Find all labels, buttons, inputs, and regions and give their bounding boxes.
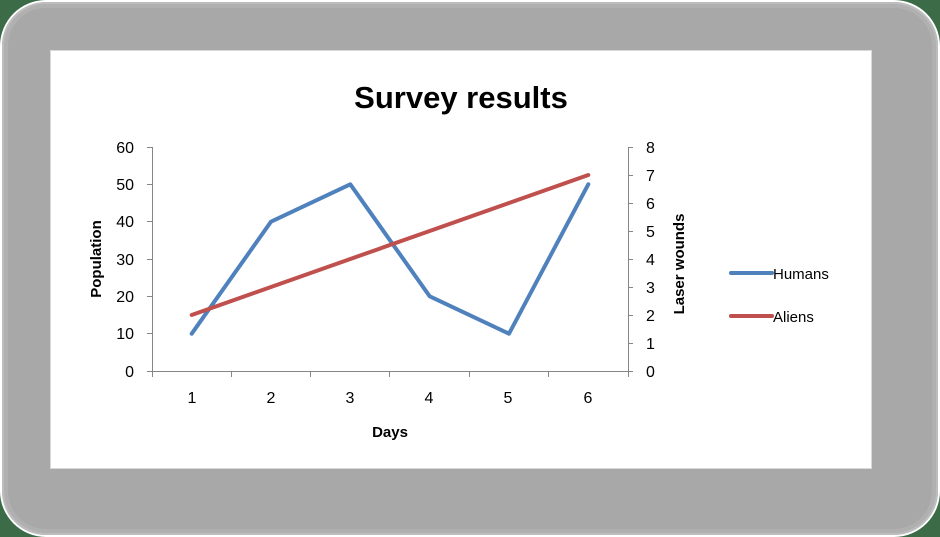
svg-text:0: 0 [125,364,134,381]
legend: Humans Aliens [729,266,829,326]
chart-panel [50,50,872,469]
legend-label-humans: Humans [773,266,829,283]
legend-item-aliens: Aliens [729,309,814,326]
svg-text:8: 8 [646,140,655,157]
svg-text:30: 30 [116,252,134,269]
x-axis-label: Days [372,424,408,441]
svg-text:3: 3 [646,280,655,297]
svg-text:10: 10 [116,326,134,343]
series-line-humans [189,182,591,336]
svg-text:60: 60 [116,140,134,157]
series-line-aliens [189,173,591,317]
legend-label-aliens: Aliens [773,309,814,326]
svg-text:20: 20 [116,289,134,306]
svg-text:0: 0 [646,364,655,381]
y-axis-left-ticks: 60 50 40 30 20 10 0 [116,140,134,381]
y-axis-right-label: Laser wounds [671,214,688,315]
y-axis-left-label: Population [88,220,105,298]
svg-text:1: 1 [646,336,655,353]
svg-text:5: 5 [504,390,513,407]
svg-text:40: 40 [116,214,134,231]
y-axis-left [147,147,153,372]
svg-text:6: 6 [584,390,593,407]
svg-text:7: 7 [646,168,655,185]
svg-text:1: 1 [188,390,197,407]
svg-text:2: 2 [646,308,655,325]
svg-text:2: 2 [267,390,276,407]
svg-text:3: 3 [346,390,355,407]
y-axis-right [628,147,633,372]
x-axis-ticks: 1 2 3 4 5 6 [188,390,593,407]
svg-text:50: 50 [116,177,134,194]
svg-text:5: 5 [646,224,655,241]
svg-text:4: 4 [646,252,655,269]
series-layer [189,173,591,336]
y-axis-right-ticks: 8 7 6 5 4 3 2 1 0 [646,140,655,381]
legend-item-humans: Humans [729,266,829,283]
svg-text:6: 6 [646,196,655,213]
x-axis [152,371,629,377]
chart-title: Survey results [354,80,568,115]
svg-text:4: 4 [425,390,434,407]
